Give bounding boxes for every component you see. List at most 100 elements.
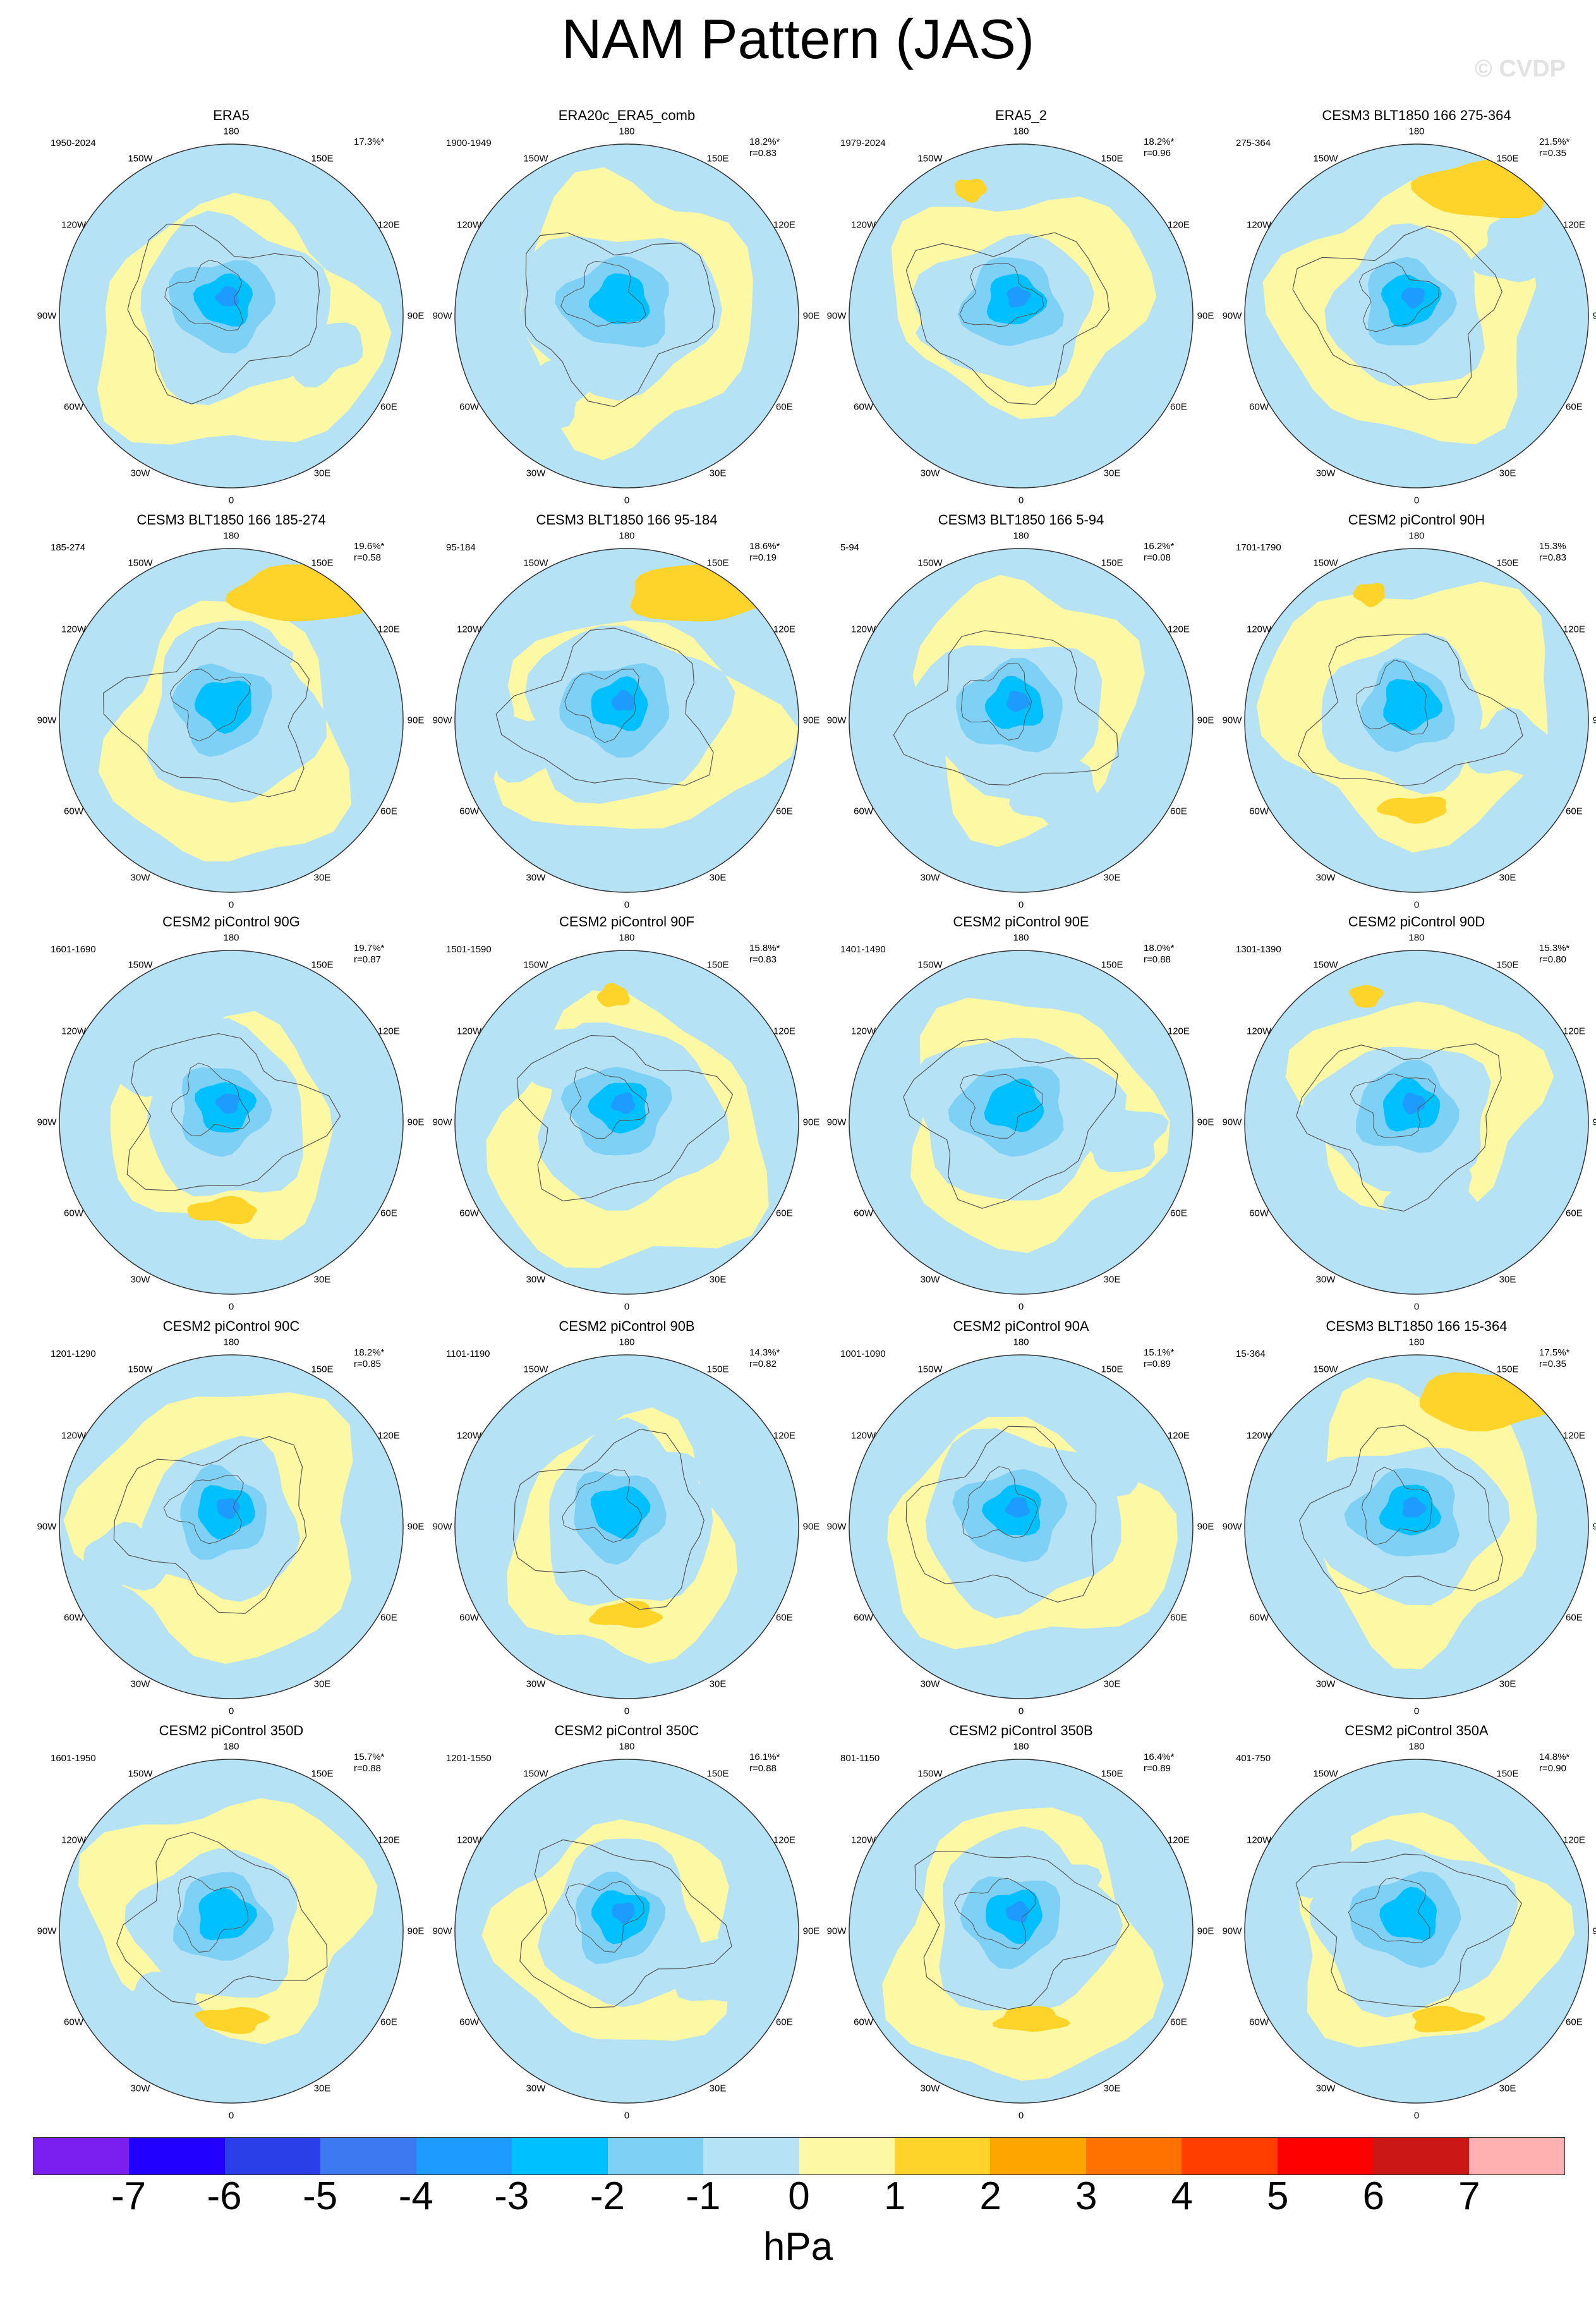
longitude-label: 30E [1499, 1274, 1516, 1285]
coastline [1297, 633, 1523, 787]
polar-map [1244, 950, 1589, 1295]
coastline [1350, 1073, 1436, 1139]
longitude-label: 150W [523, 153, 548, 164]
longitude-label: 180 [223, 932, 239, 943]
longitude-label: 120E [1563, 1834, 1585, 1846]
longitude-label: 30E [709, 872, 727, 883]
longitude-label: 120W [457, 1430, 482, 1441]
panel-r: r=0.87 [354, 954, 381, 965]
longitude-label: 90W [37, 1521, 57, 1532]
panel-pct: 15.8%* [749, 943, 780, 954]
longitude-label: 90E [1197, 1925, 1214, 1937]
panel-pct: 16.2%* [1144, 541, 1175, 552]
longitude-label: 60W [64, 1612, 84, 1623]
longitude-label: 0 [228, 1706, 234, 1717]
panel-variance-stats: 19.7%* r=0.87 [354, 943, 411, 966]
coastline [495, 628, 714, 786]
longitude-label: 150E [1101, 1768, 1123, 1780]
longitude-label: 180 [619, 1337, 635, 1348]
coastline [959, 262, 1044, 327]
longitude-label: 90W [1222, 715, 1242, 726]
longitude-label: 90W [37, 1117, 57, 1128]
panel-pct: 15.3%* [1539, 943, 1570, 954]
panel-title: CESM2 piControl 90A [953, 1318, 1089, 1334]
coastline [1295, 1853, 1522, 2008]
panel-r: r=0.88 [354, 1763, 381, 1774]
map-panel: CESM2 piControl 350A 401-750 14.8%* r=0.90 1… [1221, 1723, 1596, 2127]
longitude-label: 150W [1313, 1768, 1338, 1780]
map-panel: CESM2 piControl 90E 1401-1490 18.0%* r=0.88… [825, 914, 1217, 1318]
longitude-label: 90E [802, 1521, 820, 1532]
polar-map [454, 950, 799, 1295]
longitude-label: 90E [802, 715, 820, 726]
coastline [562, 1469, 643, 1543]
longitude-label: 60W [854, 401, 874, 413]
panel-years: 1601-1690 [51, 944, 96, 955]
longitude-label: 60E [380, 401, 397, 413]
longitude-label: 30W [1315, 2083, 1336, 2094]
contour-fill [611, 1092, 636, 1114]
watermark: © CVDP [1474, 56, 1566, 82]
colorbar-segment [1085, 2138, 1182, 2174]
longitude-label: 120W [1247, 219, 1272, 231]
panel-years: 1001-1090 [840, 1349, 886, 1359]
longitude-label: 150E [1101, 959, 1123, 971]
map-boundary [849, 143, 1194, 488]
map-panel: CESM3 BLT1850 166 95-184 95-184 18.6%* r=0.… [431, 512, 823, 916]
contour-fill [1382, 1163, 1480, 1232]
contour-fill [195, 2006, 270, 2034]
longitude-label: 90E [1197, 715, 1214, 726]
longitude-label: 150W [917, 557, 943, 569]
polar-map [1244, 548, 1589, 893]
longitude-label: 120E [1563, 1430, 1585, 1441]
longitude-label: 30W [130, 872, 150, 883]
panel-pct: 15.7%* [354, 1752, 385, 1762]
longitude-label: 0 [228, 2110, 234, 2121]
longitude-label: 60W [854, 806, 874, 817]
longitude-label: 0 [1018, 2110, 1024, 2121]
panel-title: CESM3 BLT1850 166 15-364 [1326, 1318, 1508, 1334]
longitude-label: 30W [920, 468, 940, 479]
longitude-label: 120W [1247, 1026, 1272, 1037]
longitude-label: 90W [826, 310, 847, 322]
longitude-label: 150E [706, 1364, 729, 1375]
map-boundary [849, 1759, 1194, 2104]
panel-title: CESM2 piControl 90G [162, 914, 300, 930]
panel-variance-stats: 14.8%* r=0.90 [1539, 1752, 1596, 1774]
longitude-label: 60E [380, 806, 397, 817]
colorbar-segment [320, 2138, 416, 2174]
panel-variance-stats: 16.4%* r=0.89 [1144, 1752, 1200, 1774]
contour-fill [1460, 706, 1550, 777]
map-panel: CESM2 piControl 350C 1201-1550 16.1%* r=0.8… [431, 1723, 823, 2127]
longitude-label: 90E [407, 310, 425, 322]
longitude-label: 60W [459, 1208, 480, 1219]
panel-pct: 19.6%* [354, 541, 385, 552]
longitude-label: 90W [432, 1117, 452, 1128]
panel-r: r=0.35 [1539, 1359, 1566, 1369]
panel-years: 1201-1290 [51, 1349, 96, 1359]
map-boundary [1244, 548, 1589, 893]
longitude-label: 60E [776, 401, 793, 413]
coastline [1348, 1877, 1430, 1943]
contour-fill [1401, 288, 1425, 309]
longitude-label: 0 [1413, 2110, 1420, 2121]
panel-variance-stats: 15.8%* r=0.83 [749, 943, 806, 966]
longitude-label: 180 [223, 1741, 239, 1752]
longitude-label: 0 [1018, 1706, 1024, 1717]
map-panel: ERA5_2 1979-2024 18.2%* r=0.96 180 150E 120E 90… [825, 107, 1217, 512]
longitude-label: 30W [130, 2083, 150, 2094]
longitude-label: 30W [526, 1274, 546, 1285]
colorbar-segment [512, 2138, 608, 2174]
longitude-label: 60E [776, 2016, 793, 2028]
contour-fill [198, 1888, 258, 1941]
panel-pct: 15.1%* [1144, 1347, 1175, 1358]
longitude-label: 30E [709, 1678, 727, 1690]
colorbar-segment [129, 2138, 225, 2174]
longitude-label: 90E [802, 1925, 820, 1937]
longitude-label: 120W [851, 1026, 876, 1037]
contour-fill [611, 689, 635, 711]
longitude-label: 90W [1222, 1521, 1242, 1532]
polar-map [849, 143, 1194, 488]
longitude-label: 0 [1018, 1301, 1024, 1313]
longitude-label: 150E [1496, 1768, 1519, 1780]
